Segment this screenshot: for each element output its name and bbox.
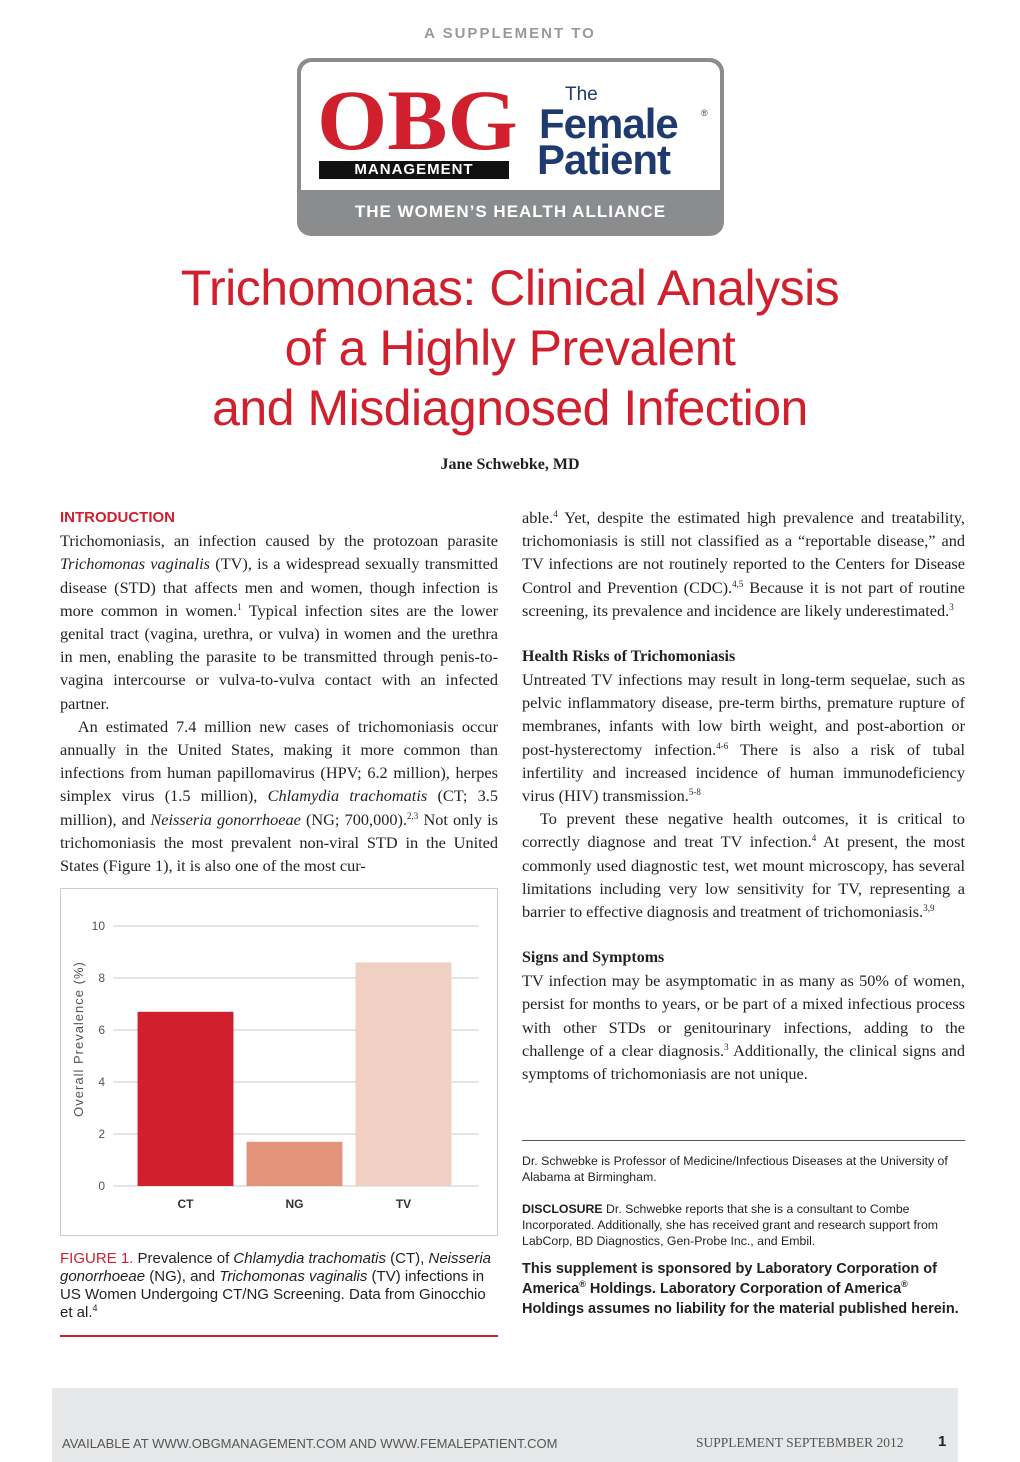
- text: (CT),: [385, 1250, 429, 1267]
- ref: 4-6: [716, 740, 729, 751]
- ref: 3: [724, 1041, 729, 1052]
- text: Dr. Schwebke reports that she is a consu…: [522, 1202, 939, 1248]
- heading: INTRODUCTION: [60, 509, 175, 526]
- y-tick-label: 2: [98, 1127, 105, 1141]
- heading: Health Risks of Trichomoniasis: [522, 648, 736, 666]
- disclosure-label: DISCLOSURE: [522, 1202, 603, 1216]
- bar: [355, 962, 452, 1186]
- ref: 4: [92, 1303, 98, 1313]
- text: Additionally, the clinical signs and sym…: [522, 1040, 965, 1084]
- y-tick-label: 10: [92, 919, 106, 933]
- text: This supplement is sponsored by Laborato…: [522, 1261, 937, 1297]
- sponsor: This supplement is sponsored by Laborato…: [522, 1259, 965, 1319]
- mark: ®: [579, 1279, 586, 1289]
- y-tick-label: 8: [98, 971, 105, 985]
- y-axis-label: Overall Prevalence (%): [71, 961, 86, 1117]
- paragraph: To prevent these negative health outcome…: [522, 807, 965, 923]
- text: (NG; 700,000).: [300, 809, 408, 829]
- text: Yet, despite the estimated high prevalen…: [522, 508, 965, 597]
- ref: 4: [553, 509, 558, 519]
- title-line: Trichomonas: Clinical Analysis: [180, 260, 840, 316]
- y-tick-label: 4: [98, 1075, 105, 1089]
- ref: 4: [811, 833, 817, 844]
- text: TV infection may be asymptomatic in as m…: [522, 971, 965, 1060]
- text: Holdings assumes no liability for the ma…: [522, 1301, 959, 1317]
- ref: 3,9: [923, 903, 935, 914]
- figure-box: Overall Prevalence (%) 0 2 4 6 8 10 CT NG TV: [60, 888, 498, 1236]
- management-logo: MANAGEMENT: [319, 161, 509, 179]
- footer-issue: SUPPLEMENT SEPTEBMBER 2012: [696, 1435, 904, 1450]
- bio: Dr. Schwebke is Professor of Medicine/In…: [522, 1154, 948, 1184]
- text: Neisseria gonorrhoeae: [150, 809, 301, 829]
- heading: Signs and Symptoms: [522, 949, 665, 967]
- title: Trichomonas: Clinical Analysis of a High…: [0, 258, 1020, 438]
- logo-the: The: [565, 84, 598, 105]
- ref: 1: [237, 601, 242, 612]
- text: Prevalence of: [133, 1250, 234, 1267]
- y-tick-label: 0: [98, 1179, 105, 1193]
- text: Because it is not part of routine screen…: [522, 577, 965, 620]
- page-number: 1: [938, 1433, 947, 1450]
- y-tick-label: 6: [98, 1023, 105, 1037]
- ref: 3: [949, 601, 954, 612]
- logo-patient: Patient: [537, 136, 671, 183]
- caption-rule: [60, 1335, 498, 1337]
- logo-female: Female: [539, 100, 679, 147]
- text: Neisseria gonorrhoeae: [60, 1250, 492, 1285]
- left-column: INTRODUCTION Trichomoniasis, an infectio…: [60, 506, 498, 877]
- text: Trichomoniasis, an infection caused by t…: [60, 531, 498, 551]
- logo-box: OBG MANAGEMENT The Female ® Patient THE …: [297, 58, 724, 236]
- x-tick-label: TV: [396, 1197, 411, 1211]
- paragraph: Untreated TV infections may result in lo…: [522, 668, 965, 807]
- supplement-label: A SUPPLEMENT TO: [424, 25, 596, 42]
- paragraph: TV infection may be asymptomatic in as m…: [522, 969, 965, 1085]
- footer-url: AVAILABLE AT WWW.OBGMANAGEMENT.COM AND W…: [62, 1436, 558, 1451]
- title-line: of a Highly Prevalent: [284, 320, 736, 376]
- text: Trichomonas vaginalis: [219, 1268, 368, 1285]
- text: (NG), and: [145, 1268, 220, 1285]
- text: (CT; 3.5 million), and: [60, 786, 498, 829]
- paragraph: Trichomoniasis, an infection caused by t…: [60, 529, 498, 715]
- figure-caption: FIGURE 1. Prevalence of Chlamydia tracho…: [60, 1250, 498, 1322]
- text: Holdings. Laboratory Corporation of Amer…: [585, 1281, 902, 1297]
- ref: 4,5: [732, 578, 744, 589]
- text: There is also a risk of tubal infertilit…: [522, 739, 965, 806]
- mark: ®: [901, 1279, 908, 1289]
- ref: 2,3: [407, 810, 419, 821]
- paragraph: able.4 Yet, despite the estimated high p…: [522, 506, 965, 622]
- text: able.: [522, 508, 554, 527]
- figure-label: FIGURE 1.: [60, 1250, 134, 1267]
- text: An estimated 7.4 million new cases of tr…: [60, 716, 498, 806]
- paragraph: An estimated 7.4 million new cases of tr…: [60, 715, 498, 877]
- author: Jane Schwebke, MD: [440, 456, 580, 473]
- footer: AVAILABLE AT WWW.OBGMANAGEMENT.COM AND W…: [52, 1388, 958, 1462]
- text: At present, the most commonly used diagn…: [522, 832, 965, 922]
- bar: [246, 1141, 343, 1186]
- x-tick-label: CT: [178, 1197, 195, 1211]
- text: Not only is trichomoniasis the most prev…: [60, 809, 498, 876]
- text: Chlamydia trachomatis: [267, 786, 428, 806]
- x-tick-label: NG: [286, 1197, 304, 1211]
- title-line: and Misdiagnosed Infection: [212, 380, 808, 436]
- text: Trichomonas vaginalis: [60, 554, 211, 574]
- bar: [137, 1011, 234, 1186]
- logo-reg: ®: [701, 108, 708, 118]
- chart: Overall Prevalence (%) 0 2 4 6 8 10 CT NG TV: [71, 919, 479, 1211]
- text: (TV), is a widespread sexually transmitt…: [60, 554, 498, 620]
- text: Untreated TV infections may result in lo…: [522, 670, 965, 759]
- alliance: THE WOMEN’S HEALTH ALLIANCE: [354, 202, 667, 221]
- text: Typical infection sites are the lower ge…: [60, 600, 498, 713]
- obg-logo: OBG: [317, 72, 518, 168]
- text: To prevent these negative health outcome…: [522, 809, 965, 852]
- text: Chlamydia trachomatis: [233, 1250, 386, 1267]
- right-column: able.4 Yet, despite the estimated high p…: [522, 506, 965, 1085]
- rule: [522, 1140, 965, 1141]
- ref: 5-8: [688, 787, 701, 798]
- text: (TV) infections in US Women Undergoing C…: [60, 1268, 486, 1321]
- disclosure: DISCLOSURE Dr. Schwebke reports that she…: [522, 1201, 965, 1249]
